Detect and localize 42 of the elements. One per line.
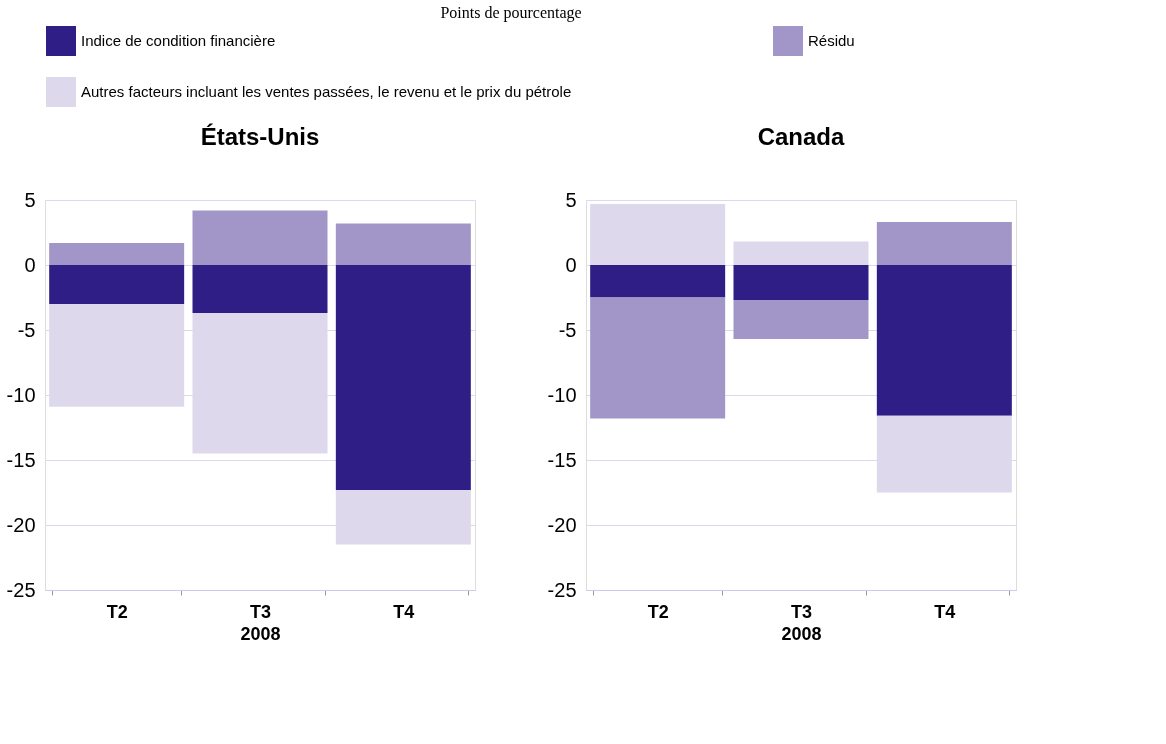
y-tick-label: 0 [24, 253, 36, 276]
bar [335, 265, 471, 490]
bar [335, 223, 471, 265]
bar [49, 265, 185, 304]
bar [733, 300, 869, 340]
bar [590, 297, 726, 419]
legend-label: Autres facteurs incluant les ventes passées, le revenu et le prix du pétrole [81, 83, 572, 100]
bar [590, 265, 726, 298]
y-tick-label: 5 [565, 188, 577, 211]
bar [733, 265, 869, 301]
y-tick-label: -25 [6, 578, 36, 601]
y-tick-label: -5 [558, 318, 577, 341]
x-axis-title: 2008 [781, 623, 822, 644]
y-tick-label: -15 [547, 448, 577, 471]
bar [49, 242, 185, 265]
x-tick-label: T4 [934, 601, 956, 622]
x-tick-label: T2 [647, 601, 669, 622]
x-tick-label: T4 [393, 601, 415, 622]
y-tick-label: -20 [547, 513, 577, 536]
bar [876, 265, 1012, 416]
bar [590, 203, 726, 265]
y-tick-label: -10 [547, 383, 577, 406]
legend-title: Points de pourcentage [440, 4, 582, 22]
bar [192, 265, 328, 314]
x-tick-label: T3 [790, 601, 813, 622]
chart-title: États-Unis [200, 123, 320, 150]
legend-label: Indice de condition financière [81, 32, 276, 49]
x-tick-label: T3 [249, 601, 272, 622]
y-tick-label: 0 [565, 253, 577, 276]
bar [733, 241, 869, 265]
chart-title: Canada [757, 123, 845, 150]
bar [876, 222, 1012, 265]
y-tick-label: -25 [547, 578, 577, 601]
y-tick-label: -10 [6, 383, 36, 406]
y-tick-label: -20 [6, 513, 36, 536]
legend-label: Résidu [808, 32, 855, 49]
y-tick-label: -5 [17, 318, 36, 341]
y-tick-label: -15 [6, 448, 36, 471]
x-axis-title: 2008 [240, 623, 281, 644]
y-tick-label: 5 [24, 188, 36, 211]
x-tick-label: T2 [106, 601, 128, 622]
bar [192, 210, 328, 265]
